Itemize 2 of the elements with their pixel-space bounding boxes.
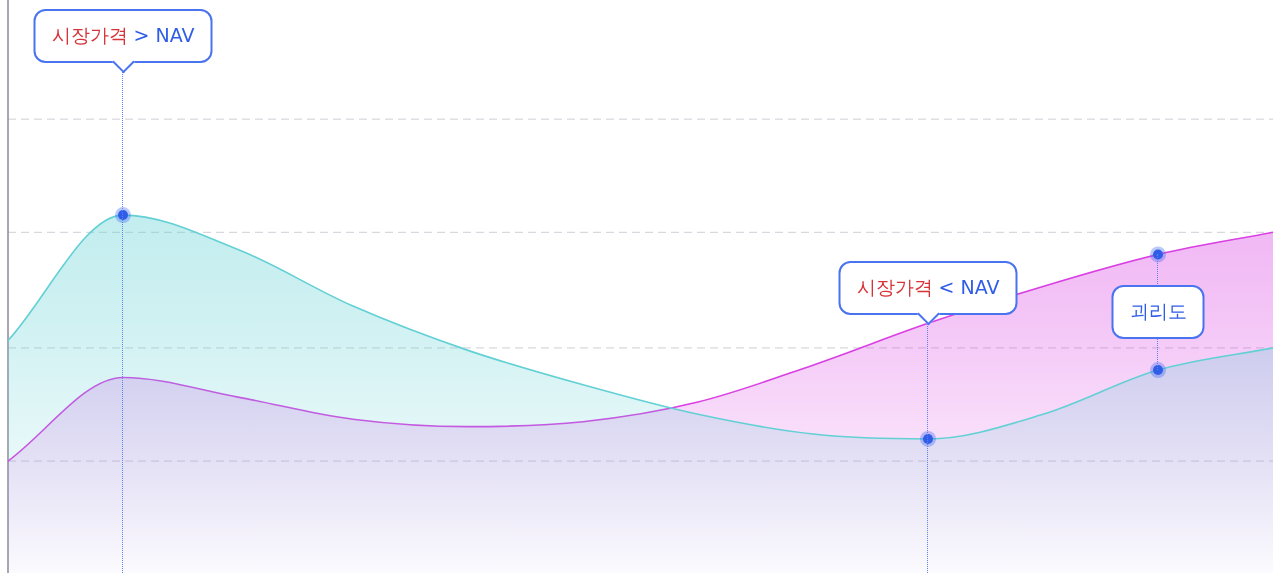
annotation: 괴리도 xyxy=(1111,285,1205,340)
gap-callout: 괴리도 xyxy=(1112,254,1204,371)
